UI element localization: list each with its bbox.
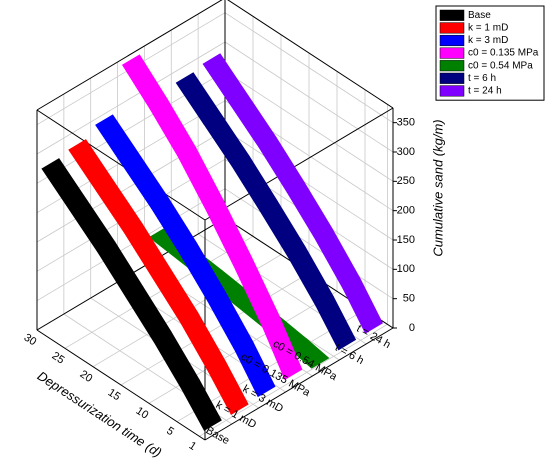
x-tick-label: 10 (134, 405, 151, 422)
axis-line (36, 109, 206, 221)
ribbon-segment (178, 146, 224, 212)
x-tick-label: 1 (187, 440, 199, 453)
ribbon-segment (262, 316, 303, 381)
category-label: t = 6 h (333, 342, 366, 368)
axis-line (204, 327, 394, 441)
ribbon-segment (121, 54, 169, 111)
ribbon-segment (151, 197, 198, 254)
x-tick-label: 15 (106, 387, 123, 404)
z-tick-label: 200 (397, 205, 415, 217)
grid-line (199, 323, 388, 437)
legend-label: t = 24 h (468, 86, 502, 97)
grid-line (120, 272, 310, 386)
z-tick-label: 300 (397, 146, 415, 158)
ribbons (41, 53, 383, 431)
x-tick-label: 5 (164, 425, 176, 438)
legend-swatch (439, 47, 465, 59)
category-label: Base (204, 424, 232, 447)
legend-label: c0 = 0.54 MPa (468, 60, 533, 71)
legend-swatch (439, 34, 465, 47)
z-tick-label: 50 (403, 293, 415, 305)
legend-label: k = 1 mD (468, 23, 508, 34)
ribbon-segment (235, 340, 276, 398)
legend-swatch (439, 72, 465, 84)
legend-label: c0 = 0.135 MPa (468, 48, 539, 59)
legend-box (435, 5, 545, 101)
x-tick-label: 20 (78, 368, 95, 385)
grid-line (36, 41, 226, 155)
ribbon-segment (206, 200, 252, 268)
axis-line (227, 0, 394, 109)
ribbon-segment (123, 156, 170, 209)
ribbon-segment (315, 295, 357, 351)
grid-line (64, 235, 254, 349)
legend-swatch (439, 60, 465, 72)
z-tick-label: 150 (397, 234, 415, 246)
x-tick-label: 30 (22, 332, 39, 349)
ribbon-segment (288, 338, 330, 369)
z-tick-label: 250 (397, 175, 415, 187)
axis-line (36, 329, 206, 441)
axis-line (204, 107, 394, 221)
legend-label: k = 3 mD (468, 35, 508, 46)
z-tick-label: 0 (409, 322, 415, 334)
x-tick-label: 25 (50, 350, 67, 367)
z-tick-label: 350 (397, 117, 415, 129)
ribbon-segment (342, 278, 383, 334)
legend-label: t = 6 h (468, 73, 496, 84)
ribbon-segment (181, 378, 222, 431)
z-axis-title: Cumulative sand (kg/m) (430, 119, 445, 256)
z-tick-label: 100 (397, 263, 415, 275)
legend-swatch (439, 22, 465, 34)
legend-swatch (439, 85, 465, 97)
ribbon-segment (149, 99, 197, 158)
legend-label: Base (468, 10, 491, 21)
legend-swatch (439, 9, 465, 21)
grid-line (36, 188, 226, 302)
ribbon-segment (95, 114, 142, 168)
axis-line (36, 0, 223, 111)
ribbon-segment (208, 361, 249, 415)
